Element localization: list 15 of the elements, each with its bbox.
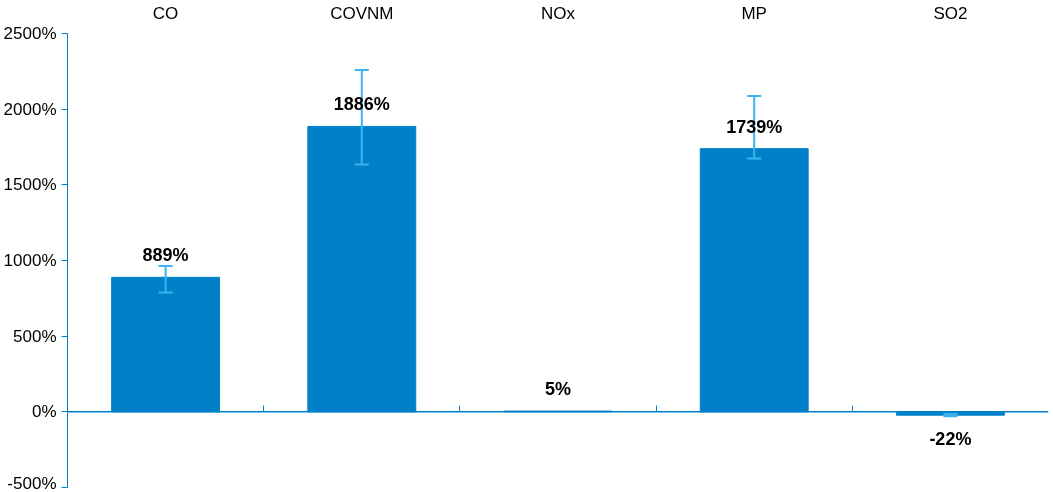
y-tick-label: -500% xyxy=(7,473,57,492)
x-tick-label: NOx xyxy=(541,3,576,23)
x-tick-label: COVNM xyxy=(330,3,394,23)
y-tick-label: 2500% xyxy=(3,24,57,43)
data-label: 889% xyxy=(142,245,189,266)
y-tick-label: 1000% xyxy=(3,251,57,270)
x-tick-label: SO2 xyxy=(933,3,968,23)
y-tick-label: 500% xyxy=(13,326,57,346)
y-tick-label: 1500% xyxy=(3,175,57,195)
x-tick-label: CO xyxy=(152,3,179,23)
y-tick-label: 2000% xyxy=(3,99,57,119)
y-tick-label: 0% xyxy=(31,402,57,422)
x-tick-label: MP xyxy=(741,3,767,23)
data-label: 5% xyxy=(544,379,572,400)
data-label: -22% xyxy=(929,429,972,450)
